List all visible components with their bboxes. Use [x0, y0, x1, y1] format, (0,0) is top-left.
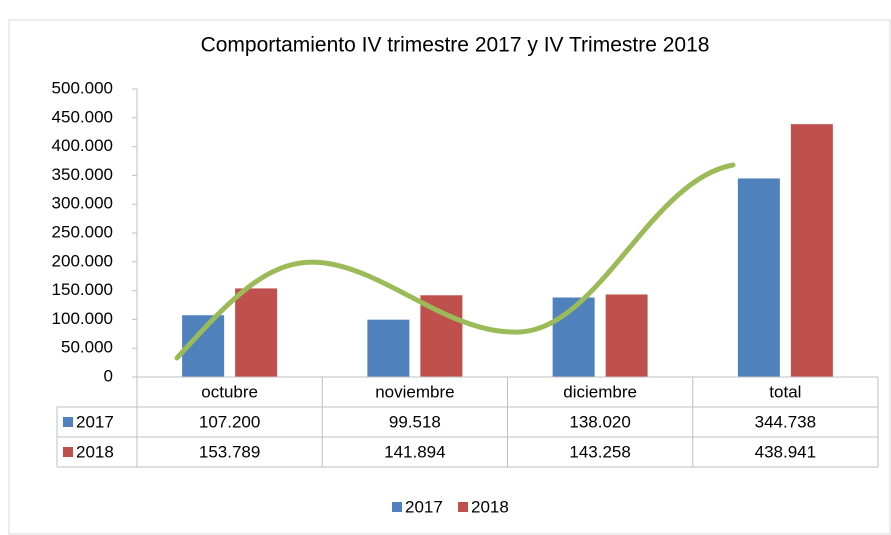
bar	[367, 319, 410, 377]
y-tick-label: 450.000	[52, 107, 113, 126]
table-value: 99.518	[389, 412, 441, 431]
bar	[605, 294, 648, 377]
table-value: 438.941	[755, 442, 816, 461]
table-legend-key	[63, 447, 73, 457]
table-value: 143.258	[569, 442, 630, 461]
y-tick-label: 500.000	[52, 78, 113, 97]
table-value: 141.894	[384, 442, 445, 461]
table-value: 153.789	[199, 442, 260, 461]
bar	[737, 178, 780, 377]
bar	[420, 295, 463, 377]
y-tick-label: 0	[104, 366, 113, 385]
y-tick-label: 350.000	[52, 165, 113, 184]
y-tick-label: 50.000	[61, 338, 113, 357]
table-series-name: 2017	[76, 412, 114, 431]
table-legend-key	[63, 417, 73, 427]
x-tick-label: diciembre	[563, 382, 637, 401]
table-value: 138.020	[569, 412, 630, 431]
y-tick-label: 300.000	[52, 194, 113, 213]
legend-label: 2018	[471, 497, 509, 516]
legend-label: 2017	[405, 497, 443, 516]
table-value: 344.738	[755, 412, 816, 431]
y-tick-label: 150.000	[52, 280, 113, 299]
chart-title: Comportamiento IV trimestre 2017 y IV Tr…	[201, 34, 710, 57]
annotation-curve	[174, 162, 736, 361]
bar	[790, 124, 833, 377]
y-tick-label: 200.000	[52, 251, 113, 270]
y-tick-label: 100.000	[52, 309, 113, 328]
x-tick-label: octubre	[201, 382, 258, 401]
legend-swatch	[458, 502, 468, 512]
y-tick-label: 400.000	[52, 136, 113, 155]
table-value: 107.200	[199, 412, 260, 431]
x-tick-label: total	[769, 382, 801, 401]
x-tick-label: noviembre	[375, 382, 454, 401]
table-series-name: 2018	[76, 442, 114, 461]
legend-swatch	[392, 502, 402, 512]
bar	[235, 288, 278, 377]
y-tick-label: 250.000	[52, 222, 113, 241]
